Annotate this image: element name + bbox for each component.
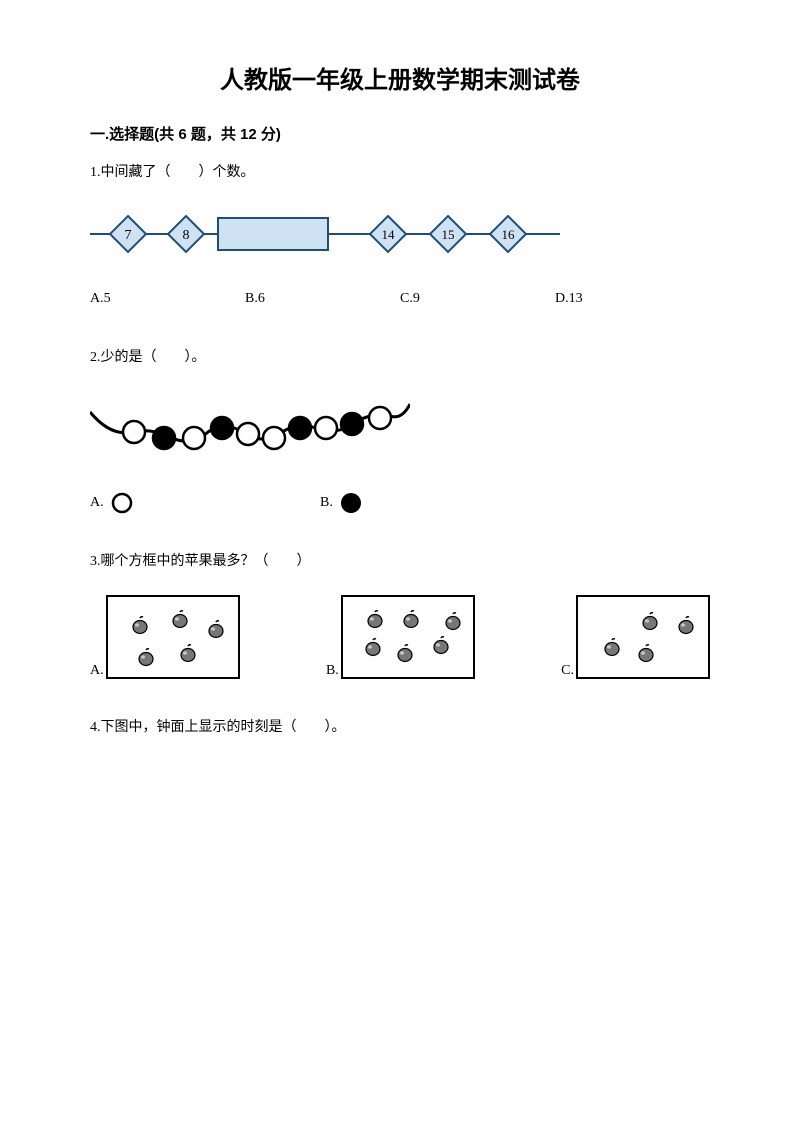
q2-opt-b: B. (320, 491, 363, 515)
q1-diamond-8: 8 (168, 216, 204, 252)
q2-bead-7 (289, 417, 311, 439)
q2-bead-10 (369, 407, 391, 429)
apple-icon (136, 647, 154, 665)
q2-bead-9 (341, 413, 363, 435)
q1-hidden-box (218, 218, 328, 250)
q2-bead-2 (153, 427, 175, 449)
apple-icon (170, 609, 188, 627)
apple-icon (443, 611, 461, 629)
section-1-header: 一.选择题(共 6 题，共 12 分) (90, 123, 710, 144)
apple-icon (401, 609, 419, 627)
q1-diamond-15: 15 (430, 216, 466, 252)
q3-opt-c-label: C. (561, 663, 574, 679)
apple-icon (363, 637, 381, 655)
apple-icon (130, 615, 148, 633)
q2-beads-svg (90, 392, 410, 462)
q1-diamond-14: 14 (370, 216, 406, 252)
q1-number-line-svg: 7 8 14 15 16 (90, 206, 560, 262)
q2-opt-a-label: A. (90, 495, 104, 511)
apple-icon (640, 611, 658, 629)
apple-icon (365, 609, 383, 627)
q3-options: A. B. C. (90, 595, 710, 679)
q3-text: 3.哪个方框中的苹果最多？（ ） (90, 551, 710, 573)
q1-text: 1.中间藏了（ ）个数。 (90, 162, 710, 184)
q1-diamond-7: 7 (110, 216, 146, 252)
page-title: 人教版一年级上册数学期末测试卷 (90, 60, 710, 95)
q2-bead-5 (237, 423, 259, 445)
q1-opt-c: C.9 (400, 291, 555, 307)
q3-opt-c: C. (561, 595, 710, 679)
q3-opt-a: A. (90, 595, 240, 679)
q2-bead-3 (183, 427, 205, 449)
q2-figure (90, 392, 710, 467)
q2-options: A. B. (90, 491, 710, 515)
q1-opt-d: D.13 (555, 291, 710, 307)
apple-icon (178, 643, 196, 661)
svg-text:7: 7 (125, 228, 132, 243)
q3-opt-b-label: B. (326, 663, 339, 679)
apple-icon (395, 643, 413, 661)
apple-icon (602, 637, 620, 655)
apple-icon (431, 635, 449, 653)
black-circle-icon (339, 491, 363, 515)
q3-opt-a-label: A. (90, 663, 104, 679)
q2-bead-4 (211, 417, 233, 439)
white-circle-icon (110, 491, 134, 515)
apple-icon (676, 615, 694, 633)
q1-diamond-16: 16 (490, 216, 526, 252)
q2-bead-6 (263, 427, 285, 449)
q1-figure: 7 8 14 15 16 (90, 206, 710, 267)
svg-text:14: 14 (382, 227, 396, 242)
q1-opt-a: A.5 (90, 291, 245, 307)
q2-text: 2.少的是（ ）。 (90, 347, 710, 369)
q3-box-b (341, 595, 475, 679)
q3-box-c (576, 595, 710, 679)
q1-options: A.5 B.6 C.9 D.13 (90, 291, 710, 307)
q2-opt-b-label: B. (320, 495, 333, 511)
q2-bead-1 (123, 421, 145, 443)
svg-text:15: 15 (442, 227, 455, 242)
apple-icon (206, 619, 224, 637)
apple-icon (636, 643, 654, 661)
svg-text:16: 16 (502, 227, 516, 242)
q3-opt-b: B. (326, 595, 475, 679)
q2-opt-a: A. (90, 491, 320, 515)
q2-bead-8 (315, 417, 337, 439)
q1-opt-b: B.6 (245, 291, 400, 307)
q3-box-a (106, 595, 240, 679)
q4-text: 4.下图中，钟面上显示的时刻是（ ）。 (90, 717, 710, 739)
svg-text:8: 8 (183, 228, 190, 243)
